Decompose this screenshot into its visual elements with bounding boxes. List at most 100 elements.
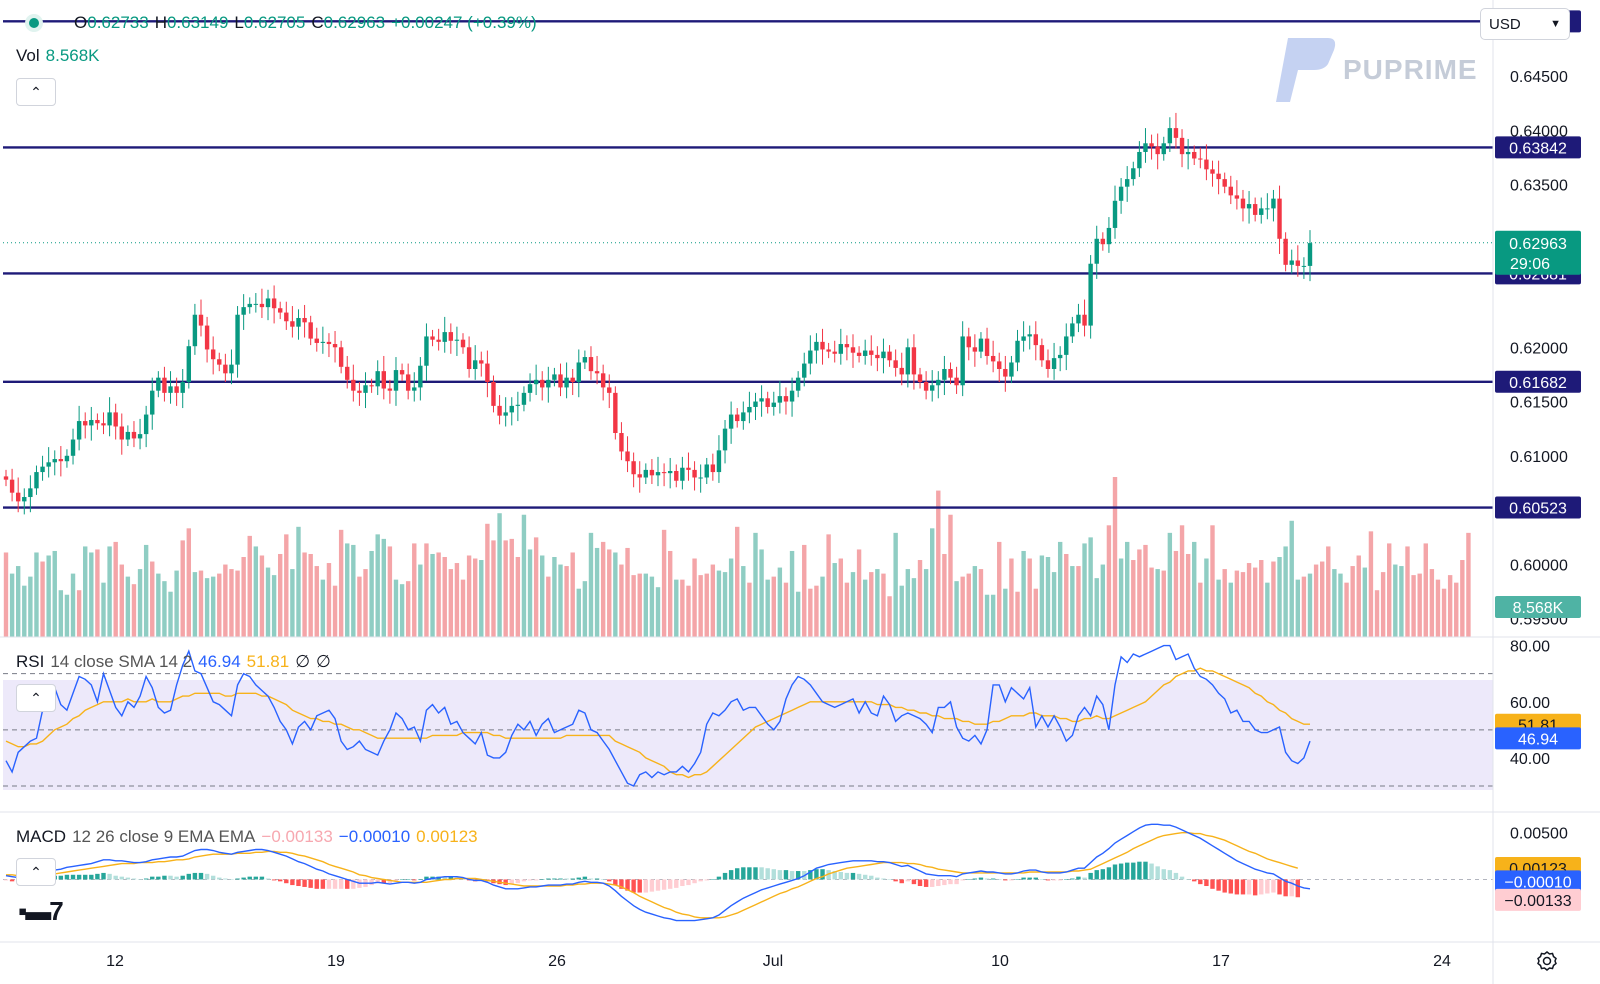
macd-params: 12 26 close 9 EMA EMA xyxy=(72,827,256,846)
volume-bar xyxy=(284,534,289,637)
macd-histogram-bar xyxy=(296,879,301,887)
macd-histogram-bar xyxy=(326,879,332,889)
volume-bar xyxy=(1307,573,1313,637)
volume-bar xyxy=(1362,567,1368,637)
candle-body xyxy=(1082,314,1087,326)
macd-histogram-bar xyxy=(107,873,112,880)
volume-bar xyxy=(789,550,795,637)
collapse-price-button[interactable]: ⌃ xyxy=(16,78,56,106)
macd-histogram-bar xyxy=(290,879,295,886)
volume-bar xyxy=(1131,560,1136,637)
candle-body xyxy=(326,341,332,345)
volume-bar xyxy=(936,490,941,637)
collapse-rsi-button[interactable]: ⌃ xyxy=(16,684,56,712)
macd-histogram-bar xyxy=(607,879,612,882)
volume-bar xyxy=(558,564,563,637)
candle-body xyxy=(649,469,655,476)
volume-bar xyxy=(607,549,612,637)
tradingview-logo: ▪▬7 xyxy=(18,896,64,926)
volume-bar xyxy=(278,553,283,637)
volume-bar xyxy=(375,534,380,637)
candle-body xyxy=(1173,128,1179,138)
collapse-macd-button[interactable]: ⌃ xyxy=(16,858,56,886)
volume-bar xyxy=(960,576,965,637)
candle-body xyxy=(436,339,441,342)
candle-body xyxy=(28,488,33,498)
volume-bar xyxy=(229,569,234,637)
macd-histogram-bar xyxy=(247,876,252,880)
volume-bar xyxy=(40,561,45,637)
candle-body xyxy=(1057,354,1063,359)
high-value: 0.63149 xyxy=(166,13,229,32)
macd-legend: MACD 12 26 close 9 EMA EMA −0.00133 −0.0… xyxy=(16,827,478,847)
volume-bar xyxy=(332,585,338,637)
volume-bar xyxy=(1387,543,1392,637)
macd-histogram-bar xyxy=(1143,861,1148,880)
candle-body xyxy=(1234,195,1240,199)
volume-bar xyxy=(594,547,600,637)
volume-bar xyxy=(351,544,356,637)
volume-bar xyxy=(119,564,124,637)
macd-histogram-bar xyxy=(137,879,143,880)
candle-body xyxy=(765,398,770,407)
volume-bar xyxy=(777,567,783,637)
rsi-name: RSI xyxy=(16,652,45,671)
macd-signal-value: 0.00123 xyxy=(416,827,478,846)
candle-body xyxy=(204,325,210,350)
candle-body xyxy=(735,414,740,422)
macd-histogram-bar xyxy=(704,879,709,881)
candle-body xyxy=(856,352,862,356)
rsi-value: 46.94 xyxy=(198,652,241,671)
macd-histogram-bar xyxy=(192,872,198,880)
macd-histogram-bar xyxy=(162,875,167,880)
volume-bar xyxy=(552,557,557,637)
volume-legend: Vol 8.568K xyxy=(16,46,100,66)
candle-body xyxy=(345,366,350,380)
candle-body xyxy=(1088,263,1093,326)
candle-body xyxy=(576,362,581,383)
volume-bar xyxy=(1246,563,1252,637)
macd-histogram-bar xyxy=(95,873,100,880)
volume-bar xyxy=(844,582,850,637)
candle-body xyxy=(722,428,728,451)
settings-icon[interactable] xyxy=(1536,950,1558,972)
candle-body xyxy=(540,379,545,388)
macd-histogram-bar xyxy=(198,872,204,880)
time-tick-label: 10 xyxy=(991,953,1009,970)
macd-histogram-bar xyxy=(960,879,965,881)
candle-body xyxy=(162,377,167,393)
candle-body xyxy=(174,386,179,393)
chevron-up-icon: ⌃ xyxy=(30,863,42,880)
volume-bar xyxy=(625,547,630,637)
candle-body xyxy=(923,382,929,391)
volume-bar xyxy=(320,579,326,637)
volume-bar xyxy=(1082,543,1087,637)
volume-bar xyxy=(564,566,569,637)
candle-body xyxy=(881,351,886,359)
candle-body xyxy=(247,303,252,308)
candle-body xyxy=(412,387,417,391)
macd-histogram-bar xyxy=(637,879,642,893)
macd-histogram-bar xyxy=(649,879,655,892)
macd-histogram-bar xyxy=(893,879,898,882)
volume-bar xyxy=(235,570,240,637)
macd-histogram-bar xyxy=(241,877,246,880)
candle-body xyxy=(1100,238,1106,245)
macd-histogram-bar xyxy=(302,879,307,887)
macd-histogram-bar xyxy=(686,879,691,886)
macd-histogram-bar xyxy=(923,879,929,887)
time-tick-label: Jul xyxy=(763,953,783,970)
volume-bar xyxy=(399,584,405,637)
volume-bar xyxy=(253,546,259,637)
macd-histogram-bar xyxy=(509,879,514,885)
macd-histogram-bar xyxy=(521,879,527,882)
volume-bar xyxy=(820,576,825,637)
currency-select[interactable]: USD ▼ xyxy=(1480,8,1570,40)
time-tick-label: 24 xyxy=(1433,953,1451,970)
volume-bar xyxy=(1265,582,1270,637)
macd-histogram-bar xyxy=(1009,879,1014,881)
candle-body xyxy=(34,472,39,489)
candle-body xyxy=(1265,208,1270,210)
macd-histogram-bar xyxy=(1283,879,1288,897)
